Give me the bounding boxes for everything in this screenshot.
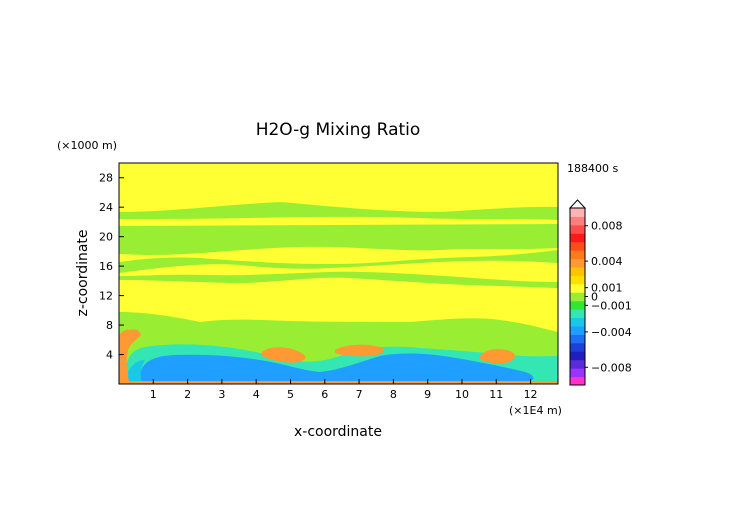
x-tick-label: 4 — [253, 388, 260, 401]
y-tick-label: 12 — [99, 290, 113, 303]
colorbar-swatch — [570, 267, 585, 276]
colorbar-swatch — [570, 275, 585, 285]
x-tick-label: 1 — [150, 388, 157, 401]
x-tick-label: 3 — [218, 388, 225, 401]
colorbar-swatch — [570, 292, 585, 302]
colorbar-tick-label: 0.008 — [591, 220, 623, 233]
contour-band-orange — [262, 347, 306, 363]
chart-title: H2O-g Mixing Ratio — [256, 120, 421, 140]
colorbar-swatch — [570, 224, 585, 234]
colorbar-arrow — [568, 199, 587, 209]
colorbar-swatch — [570, 233, 585, 243]
colorbar-swatch — [570, 334, 585, 344]
y-tick-label: 4 — [106, 349, 113, 362]
colorbar-swatch — [570, 309, 585, 319]
x-tick-label: 7 — [356, 388, 363, 401]
colorbar-tick-label: −0.004 — [591, 326, 632, 339]
colorbar-swatch — [570, 258, 585, 268]
y-unit-label: (×1000 m) — [57, 139, 117, 152]
colorbar-tick-label: −0.008 — [591, 361, 632, 374]
contour-band-green — [528, 208, 558, 220]
contour-band-green — [119, 224, 558, 255]
colorbar-swatch — [570, 368, 585, 378]
colorbar-swatch — [570, 300, 585, 310]
x-tick-label: 6 — [321, 388, 328, 401]
x-tick-label: 9 — [424, 388, 431, 401]
contour-band-orange — [119, 381, 558, 384]
x-tick-label: 5 — [287, 388, 294, 401]
x-tick-label: 8 — [390, 388, 397, 401]
colorbar-tick-label: 0.004 — [591, 255, 623, 268]
colorbar-swatch — [570, 250, 585, 260]
y-tick-label: 8 — [106, 319, 113, 332]
time-label: 188400 s — [567, 162, 618, 175]
x-unit-label: (×1E4 m) — [509, 404, 562, 417]
contour-field — [119, 163, 558, 384]
colorbar-swatch — [570, 208, 585, 217]
y-tick-label: 16 — [99, 260, 113, 273]
colorbar-swatch — [570, 283, 585, 293]
colorbar-swatch — [570, 317, 585, 327]
colorbar-swatch — [570, 359, 585, 369]
x-axis-label: x-coordinate — [294, 424, 382, 440]
y-tick-label: 28 — [99, 172, 113, 185]
colorbar-tick-label: −0.001 — [591, 299, 632, 312]
x-tick-label: 11 — [489, 388, 503, 401]
colorbar-swatch — [570, 376, 585, 386]
x-axis: 1 2 3 4 5 6 7 8 9 10 11 12 — [150, 379, 538, 401]
plot-frame — [118, 162, 559, 385]
colorbar-swatch — [570, 241, 585, 251]
y-axis: 4 8 12 16 20 24 28 — [99, 172, 124, 362]
contour-band-orange — [119, 329, 141, 384]
colorbar-swatch — [570, 216, 585, 226]
contour-band-green — [119, 202, 558, 220]
y-tick-label: 24 — [99, 201, 113, 214]
contour-band-green — [119, 271, 558, 288]
contour-band-orange — [480, 348, 515, 364]
x-tick-label: 2 — [184, 388, 191, 401]
contour-band-orange — [335, 344, 385, 357]
colorbar-tick-label: 0 — [591, 291, 598, 304]
colorbar-swatch — [570, 351, 585, 361]
contour-band-blue — [140, 353, 534, 381]
y-tick-label: 20 — [99, 231, 113, 244]
y-axis-label: z-coordinate — [75, 229, 91, 316]
contour-band-green — [119, 250, 558, 273]
colorbar-tick-label: 0.001 — [591, 282, 623, 295]
contour-band-teal — [128, 360, 145, 384]
colorbar-swatch — [570, 342, 585, 352]
x-tick-label: 10 — [455, 388, 469, 401]
colorbar-swatch — [570, 326, 585, 335]
x-tick-label: 12 — [524, 388, 538, 401]
